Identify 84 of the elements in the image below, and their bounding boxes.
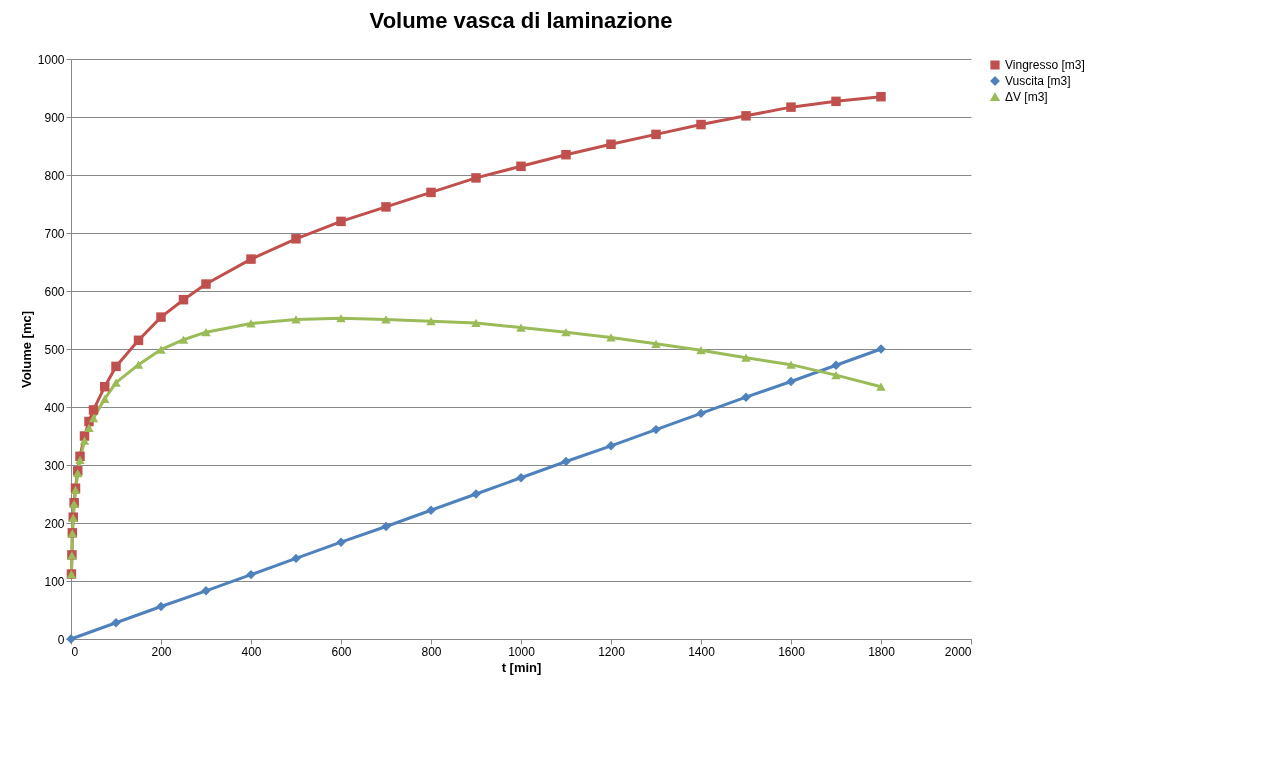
x-tick-label: 0: [71, 644, 79, 659]
y-tick-label: 400: [44, 400, 65, 415]
point: [786, 360, 796, 369]
point: [561, 456, 571, 467]
point: [516, 473, 526, 483]
point: [561, 328, 571, 337]
legend-label: ΔV [m3]: [1005, 90, 1048, 104]
point: [516, 323, 526, 332]
point: [516, 161, 526, 172]
point: [133, 335, 144, 346]
y-tick-label: 300: [44, 458, 65, 473]
point: [831, 96, 841, 107]
point: [111, 361, 121, 372]
point: [426, 187, 436, 198]
legend-label: Vuscita [m3]: [1005, 74, 1071, 88]
x-tick-label: 1000: [508, 644, 536, 659]
y-tick-label: 900: [44, 110, 65, 125]
x-tick-label: 1200: [598, 644, 626, 659]
y-axis-title: Volume [mc]: [18, 310, 34, 389]
point: [651, 339, 661, 348]
point: [651, 129, 661, 140]
point: [606, 139, 616, 149]
point: [381, 202, 391, 212]
point: [156, 345, 166, 354]
x-tick-label: 1800: [868, 644, 896, 659]
point: [336, 216, 346, 227]
x-tick-label: 1400: [688, 644, 716, 659]
point: [696, 119, 706, 130]
x-tick-label: 1600: [778, 644, 806, 659]
point: [741, 111, 751, 121]
point: [246, 569, 256, 580]
y-tick-label: 800: [44, 168, 65, 183]
point: [156, 601, 166, 612]
point: [291, 234, 301, 244]
point: [88, 405, 99, 415]
point: [201, 328, 211, 337]
point: [291, 315, 301, 324]
x-tick-label: 800: [421, 644, 442, 659]
point: [201, 279, 211, 289]
point: [178, 294, 189, 305]
point: [246, 254, 256, 264]
y-tick-label: 700: [44, 226, 65, 241]
point: [426, 317, 436, 326]
point: [471, 173, 481, 183]
x-tick-label: 2000: [944, 644, 972, 659]
point: [111, 378, 121, 387]
point: [246, 319, 256, 328]
y-tick-label: 0: [57, 632, 65, 647]
point: [88, 413, 99, 423]
point: [178, 335, 189, 344]
point: [100, 394, 110, 403]
point: [381, 521, 391, 532]
point: [100, 381, 110, 392]
point: [651, 424, 661, 435]
point: [75, 455, 85, 464]
y-tick-label: 100: [44, 574, 65, 589]
point: [79, 436, 90, 445]
point: [336, 314, 346, 323]
point: [156, 312, 166, 322]
point: [696, 346, 706, 355]
x-tick-label: 200: [151, 644, 172, 659]
point: [786, 376, 796, 387]
point: [696, 408, 706, 419]
point: [291, 553, 301, 564]
point: [381, 315, 391, 324]
point: [876, 382, 886, 391]
x-tick-label: 400: [241, 644, 262, 659]
point: [84, 423, 94, 432]
y-tick-label: 200: [44, 516, 65, 531]
point: [471, 318, 481, 328]
point: [786, 102, 796, 112]
chart-title: Volume vasca di laminazione: [369, 8, 673, 33]
y-tick-label: 500: [44, 342, 65, 357]
x-tick-label: 600: [331, 644, 352, 659]
x-axis-title: t [min]: [501, 659, 542, 675]
y-tick-label: 1000: [37, 52, 65, 67]
point: [831, 370, 841, 380]
point: [606, 333, 616, 342]
point: [741, 353, 751, 362]
point: [561, 149, 571, 160]
point: [876, 91, 886, 102]
legend-label: Vingresso [m3]: [1005, 58, 1085, 72]
y-tick-label: 600: [44, 284, 65, 299]
point: [111, 618, 121, 628]
